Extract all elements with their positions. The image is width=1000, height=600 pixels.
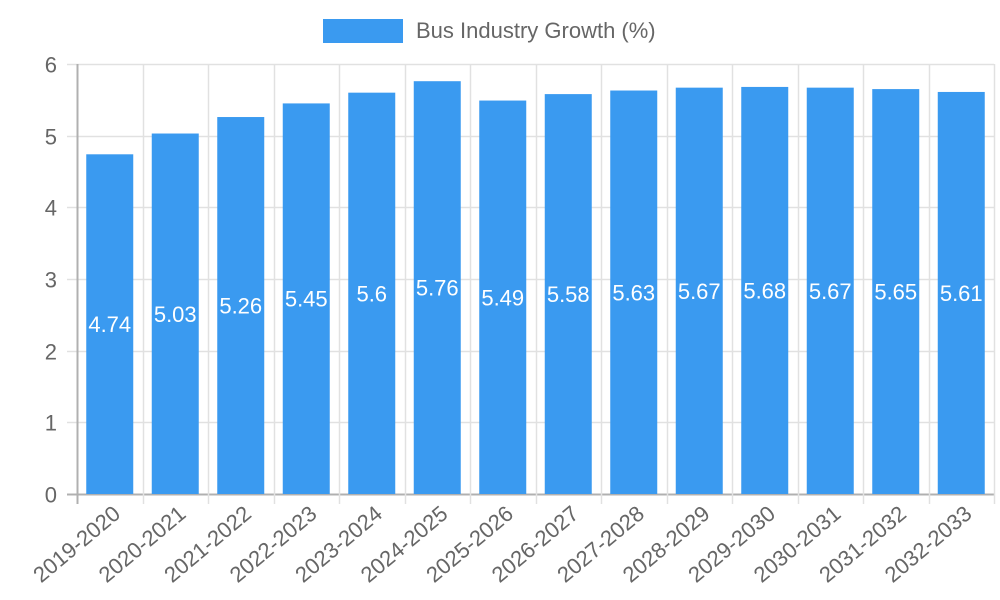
- bar-value-label: 5.6: [356, 281, 387, 306]
- bar[interactable]: [610, 90, 658, 495]
- bar[interactable]: [151, 133, 199, 494]
- bar[interactable]: [217, 117, 265, 495]
- bar[interactable]: [872, 89, 920, 494]
- y-tick-label: 1: [45, 411, 57, 436]
- bar-value-label: 4.74: [88, 312, 131, 337]
- bar-value-label: 5.58: [547, 282, 590, 307]
- y-tick-label: 5: [45, 125, 57, 150]
- bar-value-label: 5.67: [809, 279, 852, 304]
- legend-swatch: [323, 19, 403, 43]
- bar[interactable]: [675, 87, 723, 495]
- y-axis-ticks: 0 1 2 3 4 5 6: [45, 53, 57, 508]
- y-tick-label: 4: [45, 196, 57, 221]
- x-axis-ticks: 2019-20202020-20212021-20222022-20232023…: [28, 501, 976, 588]
- bar-value-label: 5.63: [612, 280, 655, 305]
- bar[interactable]: [413, 81, 461, 494]
- bar-value-label: 5.76: [416, 276, 459, 301]
- bar[interactable]: [348, 92, 396, 495]
- bar[interactable]: [937, 91, 985, 494]
- bar-value-labels: 4.74 5.03 5.26 5.45 5.6 5.76 5.49 5.58 5.63 5.67 5…: [88, 276, 982, 338]
- legend-label: Bus Industry Growth (%): [416, 18, 656, 43]
- bar-value-label: 5.61: [940, 281, 983, 306]
- bar[interactable]: [86, 154, 134, 495]
- bar-value-label: 5.65: [874, 280, 917, 305]
- bar[interactable]: [282, 103, 330, 495]
- bars: [86, 81, 985, 495]
- y-tick-label: 3: [45, 268, 57, 293]
- bar[interactable]: [479, 100, 527, 495]
- y-tick-label: 2: [45, 340, 57, 365]
- bar-value-label: 5.45: [285, 287, 328, 312]
- bar-value-label: 5.49: [481, 285, 524, 310]
- y-tick-label: 0: [45, 483, 57, 508]
- gridlines: [67, 63, 996, 504]
- chart-legend[interactable]: Bus Industry Growth (%): [323, 18, 656, 44]
- y-tick-label: 6: [45, 53, 57, 78]
- bar[interactable]: [806, 87, 854, 495]
- bar-value-label: 5.68: [743, 278, 786, 303]
- bar-value-label: 5.67: [678, 279, 721, 304]
- bar[interactable]: [544, 94, 592, 494]
- bar-value-label: 5.03: [154, 302, 197, 327]
- bar[interactable]: [741, 86, 789, 494]
- bar-value-label: 5.26: [219, 294, 262, 319]
